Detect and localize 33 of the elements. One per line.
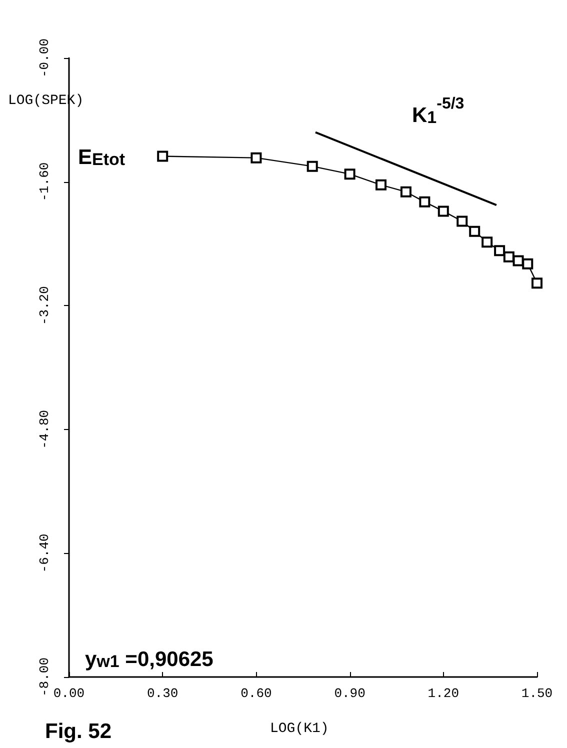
annotation: yw1 =0,90625	[85, 648, 214, 671]
point	[532, 278, 542, 289]
x-tick-label: 0.00	[53, 686, 85, 701]
point	[250, 152, 262, 164]
point	[419, 196, 430, 208]
x-tick-label: 1.20	[428, 686, 460, 701]
x-tick-label: 1.50	[521, 686, 553, 701]
caption: Fig. 52	[45, 720, 112, 743]
x-tick-label: 0.30	[146, 686, 178, 701]
point	[438, 206, 449, 217]
y-tick-label: -0.00	[37, 38, 52, 78]
point	[306, 160, 318, 172]
y-tick-label: -6.40	[37, 534, 52, 573]
point	[400, 186, 412, 198]
y-tick-label: -8.00	[37, 657, 52, 697]
x-tick-label: 0.90	[334, 686, 366, 701]
point	[456, 216, 468, 227]
x-axis-title: LOG(K1)	[270, 721, 329, 737]
y-tick-label: -4.80	[37, 410, 52, 449]
point	[469, 226, 480, 237]
point	[503, 251, 514, 262]
point	[522, 258, 534, 270]
point	[376, 179, 386, 190]
y-tick-label: -1.60	[37, 162, 52, 202]
x-tick-label: 0.60	[240, 686, 272, 701]
point	[344, 168, 356, 180]
annotation: K1-5/3	[412, 96, 464, 127]
point	[157, 150, 168, 162]
point	[512, 255, 524, 266]
annotation: EEtot	[78, 146, 126, 169]
y-tick-label: -3.20	[37, 286, 52, 326]
point	[482, 236, 493, 248]
point	[494, 245, 506, 256]
